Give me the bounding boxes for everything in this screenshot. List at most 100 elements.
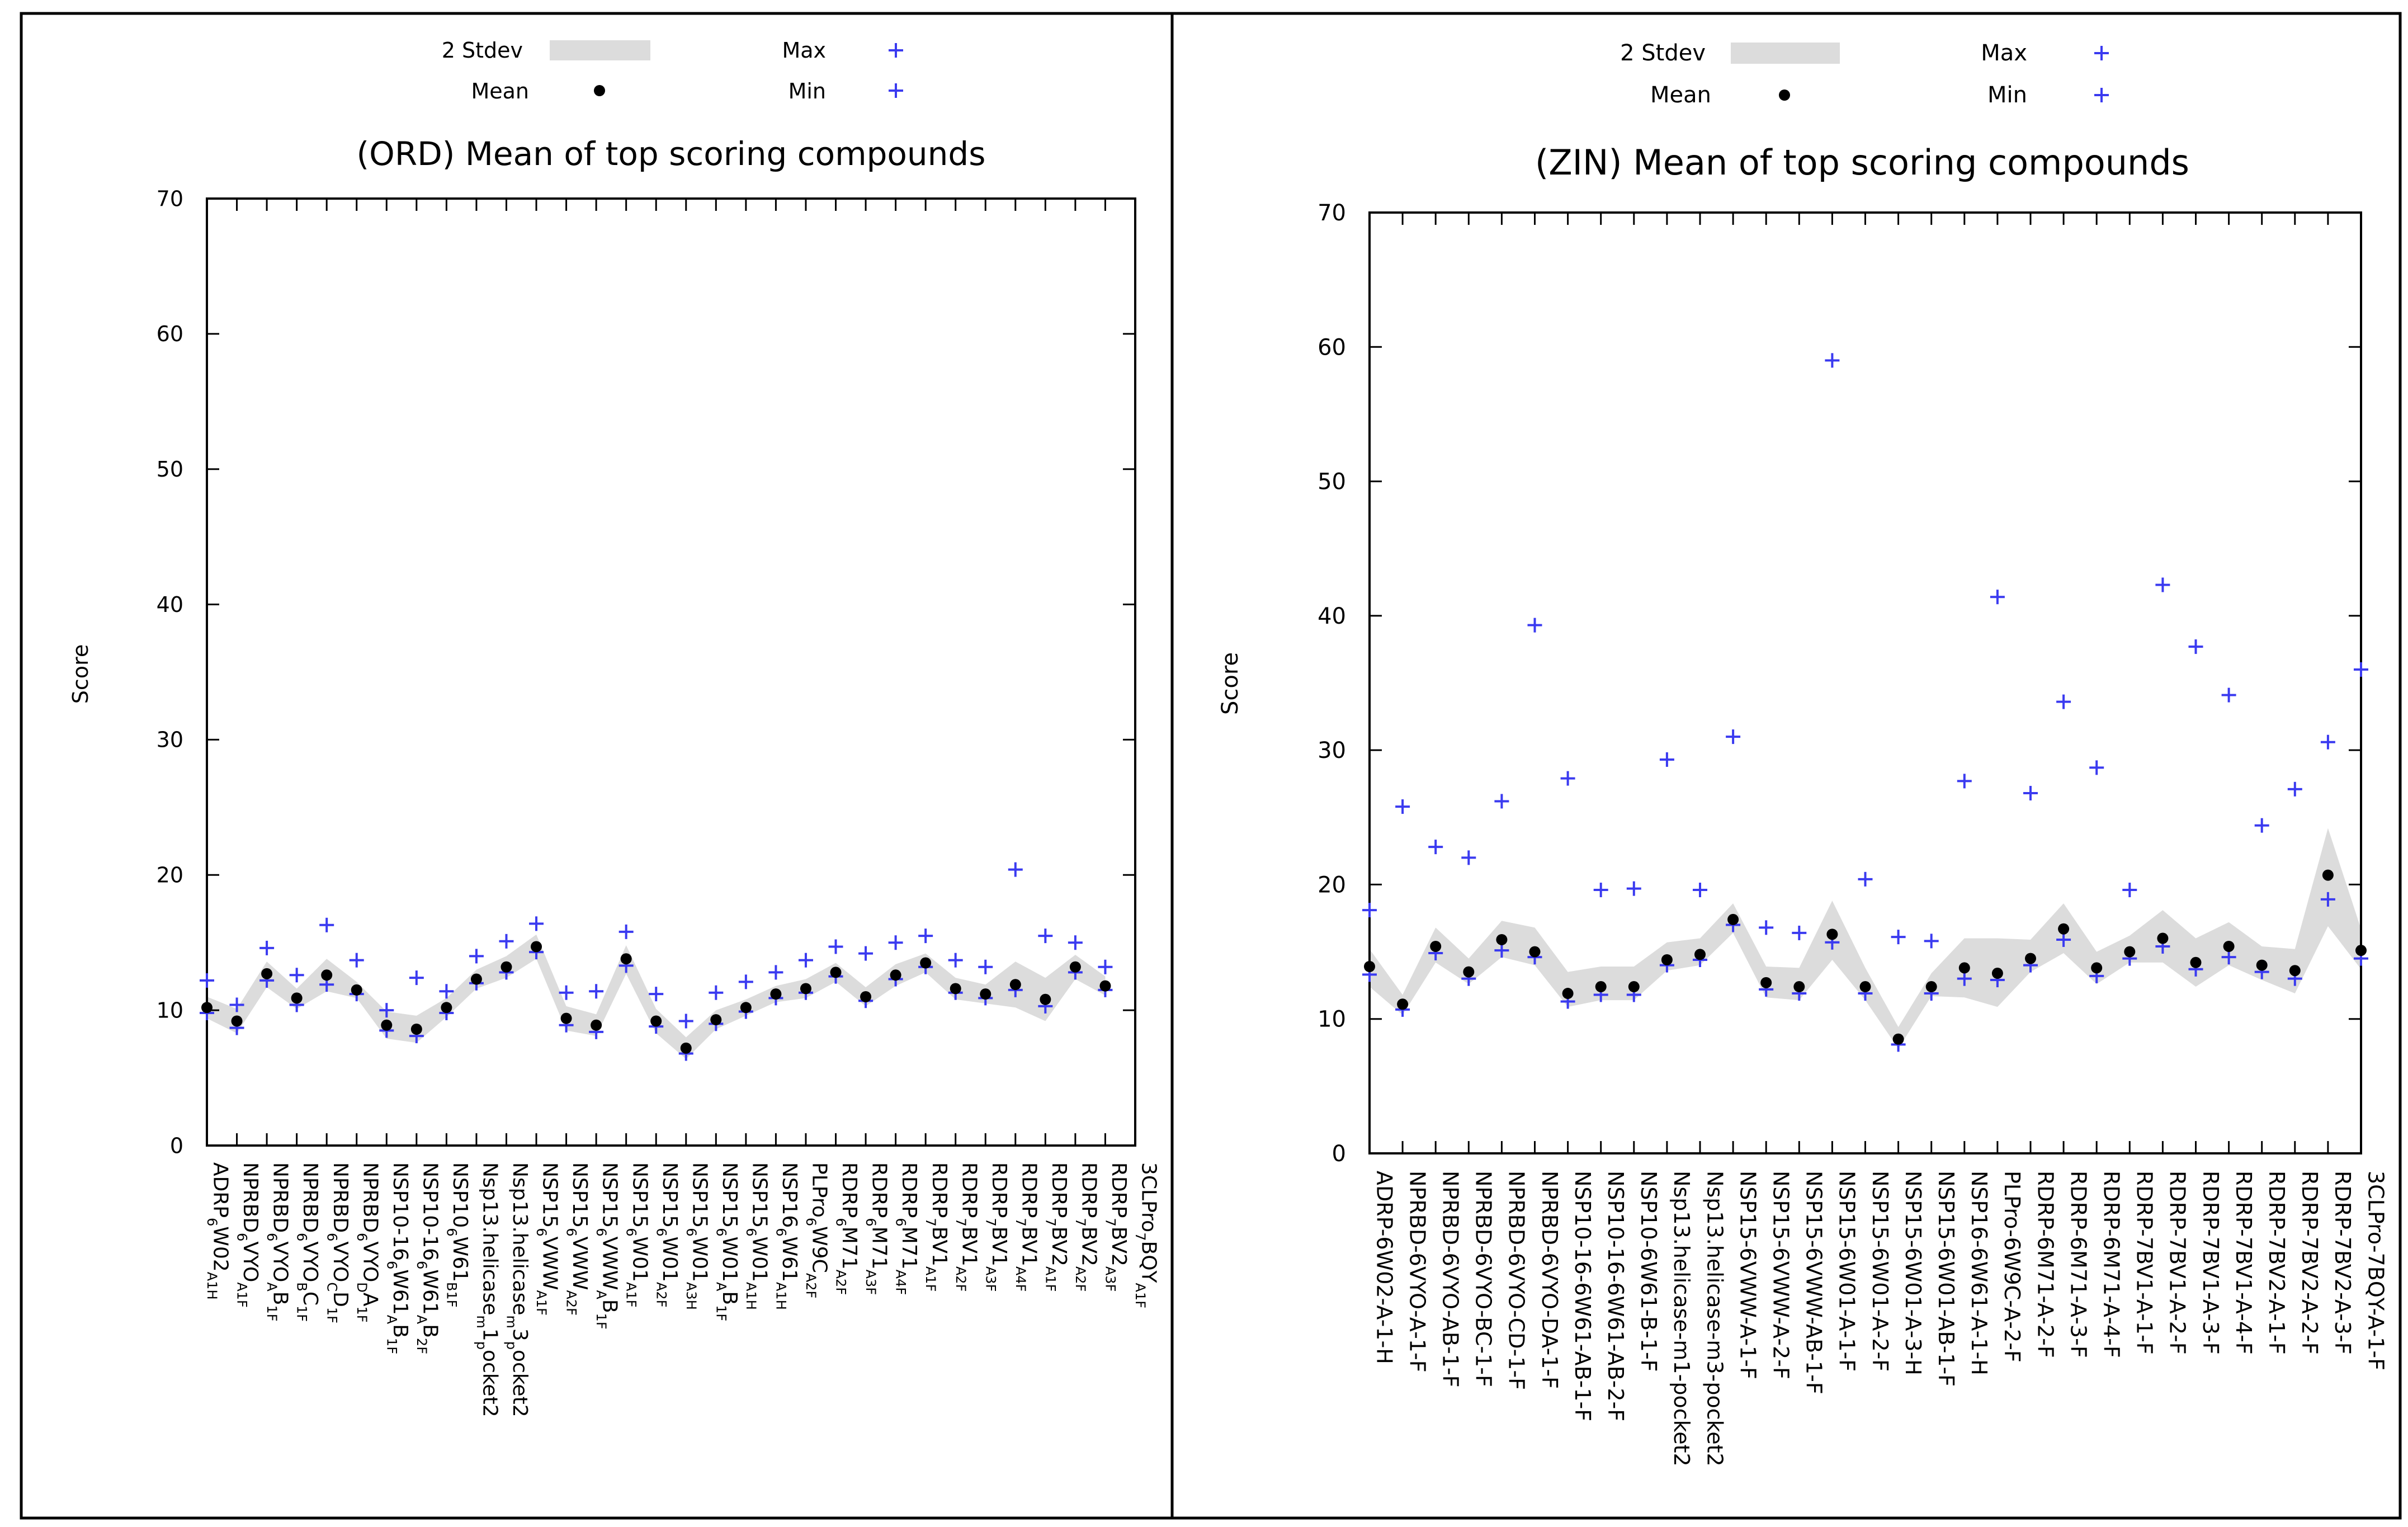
max-point-zin bbox=[2122, 883, 2137, 898]
max-point-zin bbox=[2089, 760, 2104, 775]
mean-point-ord bbox=[770, 988, 782, 1000]
x-tick-label-ord: Nsp13.helicasem1pocket2 bbox=[474, 1162, 502, 1417]
chart-ord: 2 Stdev Max Mean Min (ORD) Mean of top s… bbox=[68, 38, 1160, 1417]
y-tick-label-zin: 0 bbox=[1332, 1141, 1346, 1167]
max-point-ord bbox=[978, 959, 993, 974]
mean-point-ord bbox=[261, 968, 273, 979]
y-tick-label-ord: 60 bbox=[157, 322, 183, 346]
max-point-ord bbox=[439, 984, 454, 999]
max-point-ord bbox=[918, 929, 933, 944]
x-tick-label-zin: NSP10-6W61-B-1-F bbox=[1636, 1171, 1661, 1372]
max-point-ord bbox=[768, 965, 783, 980]
mean-point-zin bbox=[1727, 913, 1739, 925]
x-tick-label-zin: RDRP-6M71-A-4-F bbox=[2099, 1171, 2124, 1358]
mean-point-zin bbox=[1892, 1033, 1904, 1045]
y-tick-label-ord: 40 bbox=[157, 592, 183, 617]
max-point-ord bbox=[709, 985, 724, 1000]
max-point-zin bbox=[1461, 850, 1476, 865]
x-tick-label-ord: NSP156W01A3H bbox=[683, 1162, 711, 1310]
max-point-ord bbox=[1098, 959, 1113, 974]
mean-point-zin bbox=[2157, 932, 2169, 944]
legend-mean-label-ord: Mean bbox=[471, 79, 529, 103]
mean-point-zin bbox=[1397, 998, 1409, 1010]
x-tick-label-zin: RDRP-7BV1-A-3-F bbox=[2198, 1171, 2223, 1355]
max-point-ord bbox=[289, 968, 304, 983]
x-tick-label-ord: NSP10-166W61AB1F bbox=[384, 1162, 412, 1354]
max-point-zin bbox=[1891, 930, 1906, 945]
mean-point-ord bbox=[351, 984, 362, 996]
mean-point-ord bbox=[531, 941, 542, 953]
x-tick-label-zin: RDRP-7BV1-A-2-F bbox=[2165, 1171, 2190, 1355]
x-tick-label-zin: NSP15-6VWW-A-2-F bbox=[1769, 1171, 1793, 1379]
max-point-ord bbox=[738, 974, 753, 989]
mean-point-ord bbox=[890, 969, 901, 981]
min-point-zin bbox=[2221, 950, 2236, 965]
y-tick-label-zin: 10 bbox=[1318, 1007, 1346, 1033]
y-tick-label-zin: 60 bbox=[1318, 334, 1346, 360]
stdev-band-ord bbox=[207, 934, 1106, 1059]
max-point-ord bbox=[259, 940, 275, 955]
y-tick-label-ord: 30 bbox=[157, 728, 183, 752]
min-point-zin bbox=[1957, 971, 1972, 986]
y-tick-label-zin: 20 bbox=[1318, 872, 1346, 898]
max-point-zin bbox=[1990, 590, 2005, 605]
max-point-zin bbox=[2056, 694, 2071, 709]
mean-point-zin bbox=[1958, 962, 1970, 974]
x-tick-label-zin: RDRP-7BV1-A-4-F bbox=[2231, 1171, 2256, 1355]
max-point-zin bbox=[1527, 618, 1542, 633]
x-tick-label-ord: NPRBD6VYOA1F bbox=[234, 1162, 262, 1308]
max-point-ord bbox=[948, 953, 963, 968]
mean-point-ord bbox=[830, 967, 842, 978]
mean-point-ord bbox=[1069, 961, 1081, 973]
max-point-zin bbox=[2188, 639, 2203, 654]
y-tick-label-ord: 10 bbox=[157, 998, 183, 1022]
x-tick-label-zin: NPRBD-6VYO-A-1-F bbox=[1405, 1171, 1429, 1373]
mean-point-zin bbox=[2190, 956, 2202, 968]
mean-point-ord bbox=[591, 1019, 602, 1031]
y-tick-label-ord: 0 bbox=[170, 1133, 183, 1158]
x-tick-label-ord: RDRP6M71A4F bbox=[893, 1162, 921, 1295]
x-tick-label-zin: NPRBD-6VYO-CD-1-F bbox=[1504, 1171, 1529, 1390]
y-tick-label-ord: 70 bbox=[157, 186, 183, 211]
mean-point-ord bbox=[1040, 993, 1051, 1005]
x-tick-label-zin: NSP10-16-6W61-AB-2-F bbox=[1603, 1171, 1628, 1421]
min-point-zin bbox=[1494, 943, 1509, 958]
max-point-ord bbox=[589, 984, 604, 999]
mean-point-zin bbox=[1859, 981, 1871, 993]
max-point-ord bbox=[1038, 929, 1053, 944]
x-tick-label-ord: NSP156W01AB1F bbox=[713, 1162, 741, 1321]
y-tick-label-zin: 30 bbox=[1318, 738, 1346, 764]
stdev-band-zin bbox=[1370, 828, 2361, 1049]
mean-point-zin bbox=[2256, 959, 2268, 971]
mean-point-zin bbox=[1925, 981, 1937, 993]
max-point-ord bbox=[229, 997, 244, 1012]
mean-point-zin bbox=[2355, 945, 2367, 956]
x-tick-label-zin: NSP16-6W61-A-1-H bbox=[1967, 1171, 1991, 1375]
mean-point-ord bbox=[321, 969, 333, 981]
max-point-zin bbox=[1362, 903, 1377, 918]
mean-point-zin bbox=[1463, 966, 1475, 978]
mean-point-ord bbox=[560, 1012, 572, 1024]
mean-point-ord bbox=[231, 1015, 243, 1027]
mean-point-zin bbox=[1694, 949, 1706, 960]
panel-frame-zin bbox=[1170, 12, 2402, 1520]
x-tick-label-ord: NPRBD6VYOAB1F bbox=[264, 1162, 292, 1322]
mean-point-zin bbox=[1826, 929, 1838, 940]
max-point-zin bbox=[1792, 925, 1807, 940]
max-point-zin bbox=[1726, 729, 1741, 744]
max-point-zin bbox=[1593, 883, 1608, 898]
x-tick-label-zin: NPRBD-6VYO-AB-1-F bbox=[1438, 1171, 1463, 1387]
max-point-zin bbox=[1560, 771, 1575, 786]
x-tick-label-ord: NSP10-166W61AB2F bbox=[414, 1162, 442, 1354]
legend-max-marker-ord bbox=[889, 43, 903, 58]
max-point-ord bbox=[858, 946, 874, 961]
legend-min-marker-ord bbox=[889, 83, 903, 98]
mean-point-zin bbox=[2223, 940, 2235, 952]
x-tick-label-ord: RDRP7BV2A3F bbox=[1103, 1162, 1131, 1292]
x-tick-label-zin: RDRP-7BV2-A-3-F bbox=[2330, 1171, 2355, 1355]
max-point-zin bbox=[1825, 353, 1840, 368]
max-point-ord bbox=[678, 1014, 693, 1029]
chart-title-ord: (ORD) Mean of top scoring compounds bbox=[357, 135, 986, 173]
x-tick-label-ord: RDRP7BV1A2F bbox=[953, 1162, 981, 1292]
